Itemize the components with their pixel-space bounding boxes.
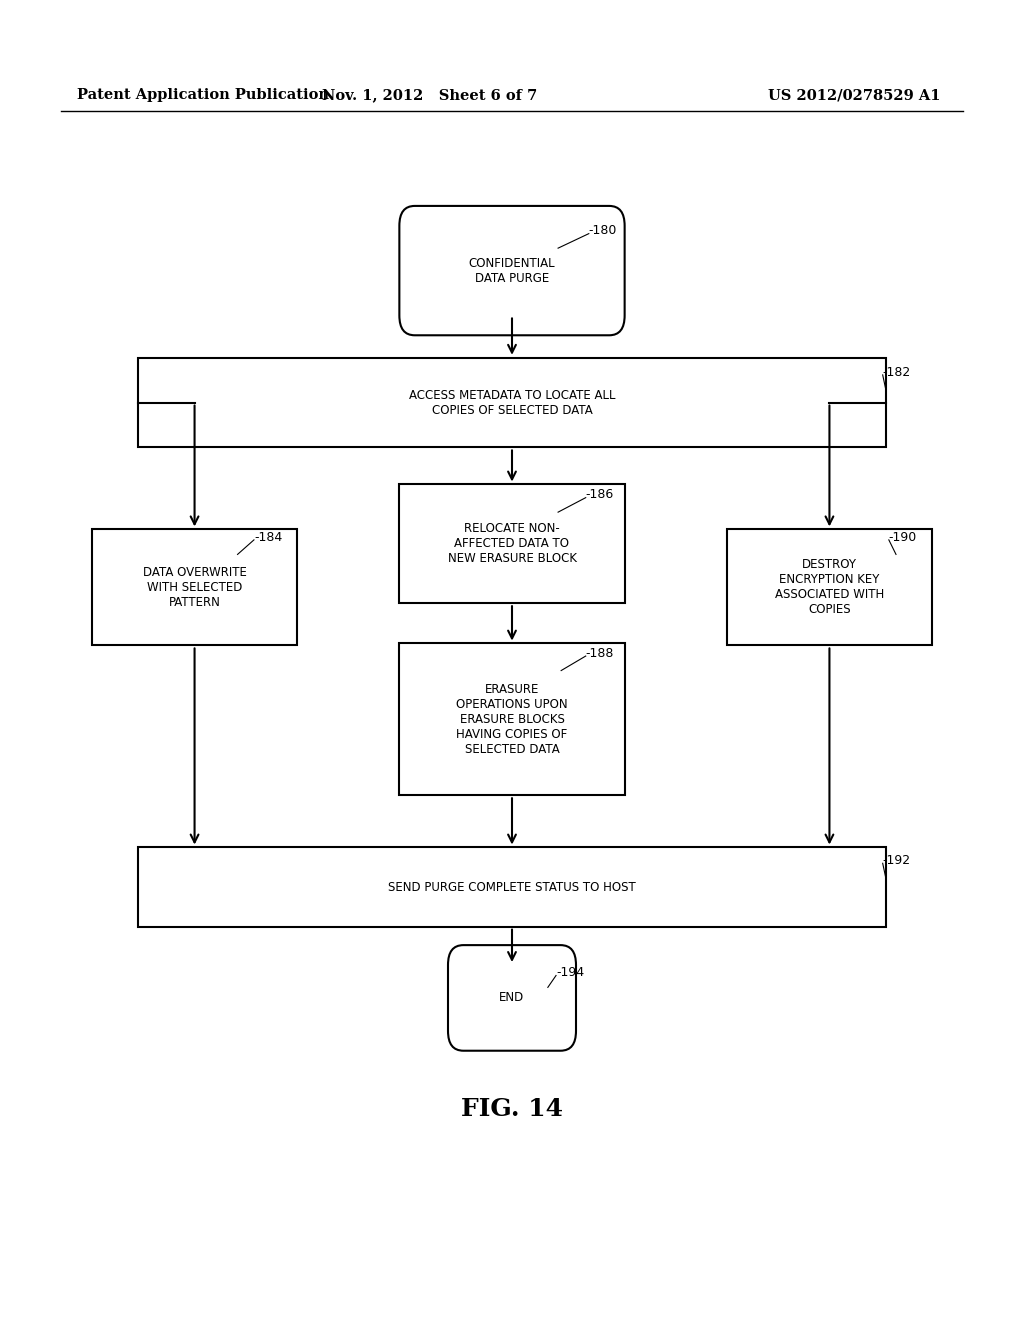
Text: ERASURE
OPERATIONS UPON
ERASURE BLOCKS
HAVING COPIES OF
SELECTED DATA: ERASURE OPERATIONS UPON ERASURE BLOCKS H…	[456, 682, 568, 756]
Text: -180: -180	[589, 224, 617, 238]
Text: DESTROY
ENCRYPTION KEY
ASSOCIATED WITH
COPIES: DESTROY ENCRYPTION KEY ASSOCIATED WITH C…	[775, 558, 884, 616]
Bar	[399, 484, 625, 603]
Text: Nov. 1, 2012   Sheet 6 of 7: Nov. 1, 2012 Sheet 6 of 7	[323, 88, 538, 102]
Text: US 2012/0278529 A1: US 2012/0278529 A1	[768, 88, 940, 102]
FancyBboxPatch shape	[399, 206, 625, 335]
Text: DATA OVERWRITE
WITH SELECTED
PATTERN: DATA OVERWRITE WITH SELECTED PATTERN	[142, 566, 247, 609]
Bar	[92, 529, 297, 645]
Text: RELOCATE NON-
AFFECTED DATA TO
NEW ERASURE BLOCK: RELOCATE NON- AFFECTED DATA TO NEW ERASU…	[447, 523, 577, 565]
FancyBboxPatch shape	[449, 945, 575, 1051]
Bar	[138, 847, 886, 927]
Text: -186: -186	[586, 488, 614, 502]
Text: FIG. 14: FIG. 14	[461, 1097, 563, 1121]
Text: SEND PURGE COMPLETE STATUS TO HOST: SEND PURGE COMPLETE STATUS TO HOST	[388, 880, 636, 894]
Bar	[399, 643, 625, 795]
Bar	[138, 358, 886, 447]
Text: -194: -194	[556, 966, 584, 979]
Text: CONFIDENTIAL
DATA PURGE: CONFIDENTIAL DATA PURGE	[469, 256, 555, 285]
Text: -188: -188	[586, 647, 614, 660]
Text: END: END	[500, 991, 524, 1005]
Text: -190: -190	[889, 531, 918, 544]
Text: -182: -182	[883, 366, 911, 379]
Bar	[727, 529, 932, 645]
Text: -192: -192	[883, 854, 910, 867]
Text: ACCESS METADATA TO LOCATE ALL
COPIES OF SELECTED DATA: ACCESS METADATA TO LOCATE ALL COPIES OF …	[409, 388, 615, 417]
Text: -184: -184	[254, 531, 283, 544]
Text: Patent Application Publication: Patent Application Publication	[77, 88, 329, 102]
